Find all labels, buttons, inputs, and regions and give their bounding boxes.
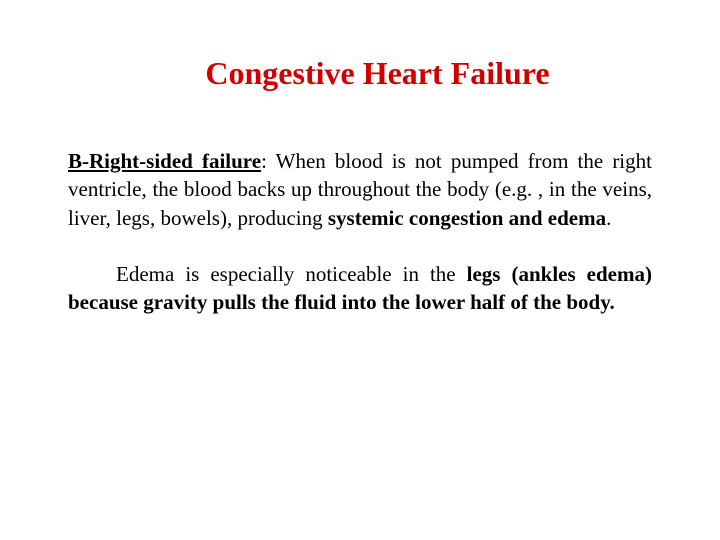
para1-bold1: systemic congestion and edema: [328, 206, 606, 230]
para2-text1: Edema is especially noticeable in the: [116, 262, 467, 286]
slide-title: Congestive Heart Failure: [103, 55, 652, 92]
paragraph-2: Edema is especially noticeable in the le…: [68, 260, 652, 317]
para1-text2: .: [606, 206, 611, 230]
paragraph-1: B-Right-sided failure: When blood is not…: [68, 147, 652, 232]
slide-container: Congestive Heart Failure B-Right-sided f…: [0, 0, 720, 540]
para1-subtitle: B-Right-sided failure: [68, 149, 261, 173]
